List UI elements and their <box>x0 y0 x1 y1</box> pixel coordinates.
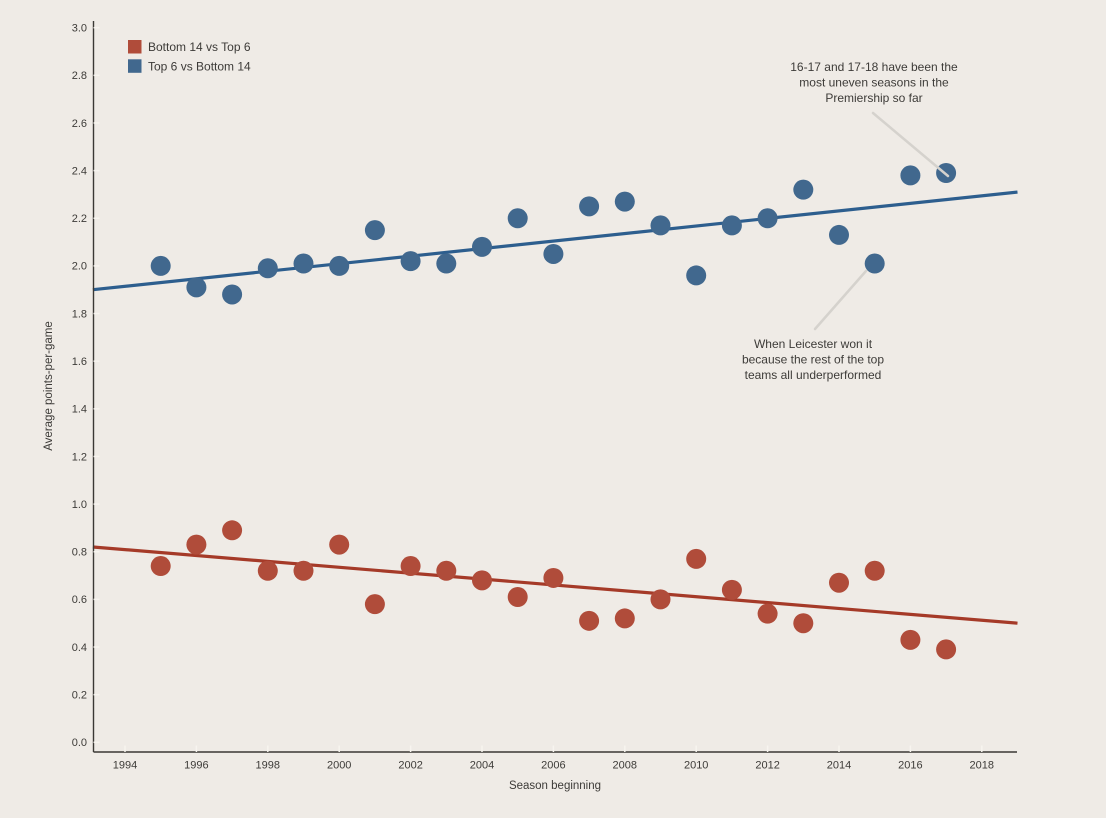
point-top-6-vs-bottom-14-2016 <box>900 165 921 186</box>
x-tick-label-2004: 2004 <box>470 760 494 772</box>
point-top-6-vs-bottom-14-2006 <box>543 243 564 264</box>
point-bottom-14-vs-top-6-2005 <box>507 586 528 607</box>
point-top-6-vs-bottom-14-2001 <box>364 220 385 241</box>
y-tick-label-1.0: 1.0 <box>72 499 87 511</box>
point-bottom-14-vs-top-6-2010 <box>686 548 707 569</box>
point-bottom-14-vs-top-6-2006 <box>543 567 564 588</box>
annotation-0-line-0: 16-17 and 17-18 have been the <box>790 60 958 74</box>
point-top-6-vs-bottom-14-1996 <box>186 277 207 298</box>
y-tick-label-1.6: 1.6 <box>72 356 87 368</box>
legend-swatch-bottom-14-vs-top-6 <box>128 40 142 54</box>
point-top-6-vs-bottom-14-2003 <box>436 253 457 274</box>
point-top-6-vs-bottom-14-2005 <box>507 208 528 229</box>
point-bottom-14-vs-top-6-2015 <box>864 560 885 581</box>
annotation-1-line-0: When Leicester won it <box>754 337 873 351</box>
y-axis-title: Average points-per-game <box>43 321 55 451</box>
legend-label-bottom-14-vs-top-6: Bottom 14 vs Top 6 <box>148 40 251 54</box>
y-tick-label-0.8: 0.8 <box>72 547 87 559</box>
point-bottom-14-vs-top-6-2004 <box>472 570 492 591</box>
point-bottom-14-vs-top-6-2009 <box>650 589 671 610</box>
point-top-6-vs-bottom-14-1997 <box>222 284 243 305</box>
x-tick-label-2016: 2016 <box>898 760 922 772</box>
y-tick-label-0.0: 0.0 <box>72 737 87 749</box>
x-tick-label-2000: 2000 <box>327 760 351 772</box>
annotation-0-line-2: Premiership so far <box>825 91 922 105</box>
x-tick-label-2018: 2018 <box>970 760 994 772</box>
x-tick-label-2006: 2006 <box>541 760 565 772</box>
point-top-6-vs-bottom-14-2002 <box>400 251 421 272</box>
y-tick-label-1.4: 1.4 <box>72 404 87 416</box>
point-bottom-14-vs-top-6-2016 <box>900 629 921 650</box>
point-top-6-vs-bottom-14-2004 <box>472 236 492 257</box>
point-bottom-14-vs-top-6-2001 <box>364 594 385 615</box>
y-tick-label-2.8: 2.8 <box>72 70 87 82</box>
point-bottom-14-vs-top-6-2000 <box>329 534 350 555</box>
point-bottom-14-vs-top-6-1995 <box>150 556 171 577</box>
point-top-6-vs-bottom-14-1995 <box>150 255 171 276</box>
point-top-6-vs-bottom-14-2012 <box>757 208 778 229</box>
point-bottom-14-vs-top-6-1998 <box>257 560 278 581</box>
legend-label-top-6-vs-bottom-14: Top 6 vs Bottom 14 <box>148 59 251 73</box>
point-top-6-vs-bottom-14-2014 <box>829 224 849 245</box>
point-top-6-vs-bottom-14-1999 <box>293 253 314 274</box>
point-bottom-14-vs-top-6-2011 <box>721 579 742 600</box>
annotation-leader-line-0 <box>871 111 950 178</box>
legend-swatch-top-6-vs-bottom-14 <box>128 59 142 73</box>
y-tick-label-2.4: 2.4 <box>72 165 87 177</box>
point-top-6-vs-bottom-14-2000 <box>329 255 350 276</box>
point-bottom-14-vs-top-6-2013 <box>793 613 814 634</box>
legend: Bottom 14 vs Top 6 Top 6 vs Bottom 14 <box>128 40 251 73</box>
annotations: 16-17 and 17-18 have been the most uneven… <box>742 60 958 382</box>
x-axis-title: Season beginning <box>509 780 601 792</box>
point-top-6-vs-bottom-14-2015 <box>864 253 885 274</box>
x-tick-label-1998: 1998 <box>256 760 280 772</box>
point-bottom-14-vs-top-6-2002 <box>400 556 421 577</box>
point-top-6-vs-bottom-14-2010 <box>686 265 707 286</box>
point-bottom-14-vs-top-6-2014 <box>829 572 849 593</box>
y-tick-label-3.0: 3.0 <box>72 23 87 35</box>
annotation-0-line-1: most uneven seasons in the <box>799 76 949 90</box>
data-points <box>150 163 957 660</box>
y-tick-label-1.2: 1.2 <box>72 451 87 463</box>
point-bottom-14-vs-top-6-1996 <box>186 534 207 555</box>
y-tick-label-1.8: 1.8 <box>72 308 87 320</box>
point-top-6-vs-bottom-14-2013 <box>793 179 814 200</box>
point-bottom-14-vs-top-6-2017 <box>936 639 957 660</box>
x-tick-label-2014: 2014 <box>827 760 851 772</box>
point-bottom-14-vs-top-6-1997 <box>222 520 243 541</box>
x-tick-label-1996: 1996 <box>184 760 208 772</box>
point-top-6-vs-bottom-14-1998 <box>257 258 278 279</box>
y-tick-label-0.6: 0.6 <box>72 594 87 606</box>
point-top-6-vs-bottom-14-2007 <box>579 196 600 217</box>
x-tick-label-2002: 2002 <box>398 760 422 772</box>
point-bottom-14-vs-top-6-1999 <box>293 560 314 581</box>
point-bottom-14-vs-top-6-2012 <box>757 603 778 624</box>
point-bottom-14-vs-top-6-2007 <box>579 610 600 631</box>
axes: 0.0 0.2 0.4 0.6 0.8 1.0 1.2 1.4 1.6 1.8 2.0 2.2 2.4 2… <box>72 21 1017 772</box>
point-bottom-14-vs-top-6-2008 <box>614 608 635 629</box>
point-top-6-vs-bottom-14-2011 <box>721 215 742 236</box>
annotation-leader-line-1 <box>813 269 868 331</box>
annotation-1-line-1: because the rest of the top <box>742 353 884 367</box>
point-top-6-vs-bottom-14-2009 <box>650 215 671 236</box>
y-tick-label-2.0: 2.0 <box>72 261 87 273</box>
trendline-top-6-vs-bottom-14 <box>92 190 1018 292</box>
y-tick-label-0.4: 0.4 <box>72 642 87 654</box>
x-tick-label-2012: 2012 <box>755 760 779 772</box>
y-tick-label-0.2: 0.2 <box>72 689 87 701</box>
x-tick-label-2010: 2010 <box>684 760 708 772</box>
x-tick-label-2008: 2008 <box>613 760 637 772</box>
annotation-1-line-2: teams all underperformed <box>745 368 882 382</box>
point-top-6-vs-bottom-14-2008 <box>614 191 635 212</box>
y-tick-label-2.2: 2.2 <box>72 213 87 225</box>
y-tick-label-2.6: 2.6 <box>72 118 87 130</box>
x-tick-label-1994: 1994 <box>113 760 137 772</box>
point-bottom-14-vs-top-6-2003 <box>436 560 457 581</box>
